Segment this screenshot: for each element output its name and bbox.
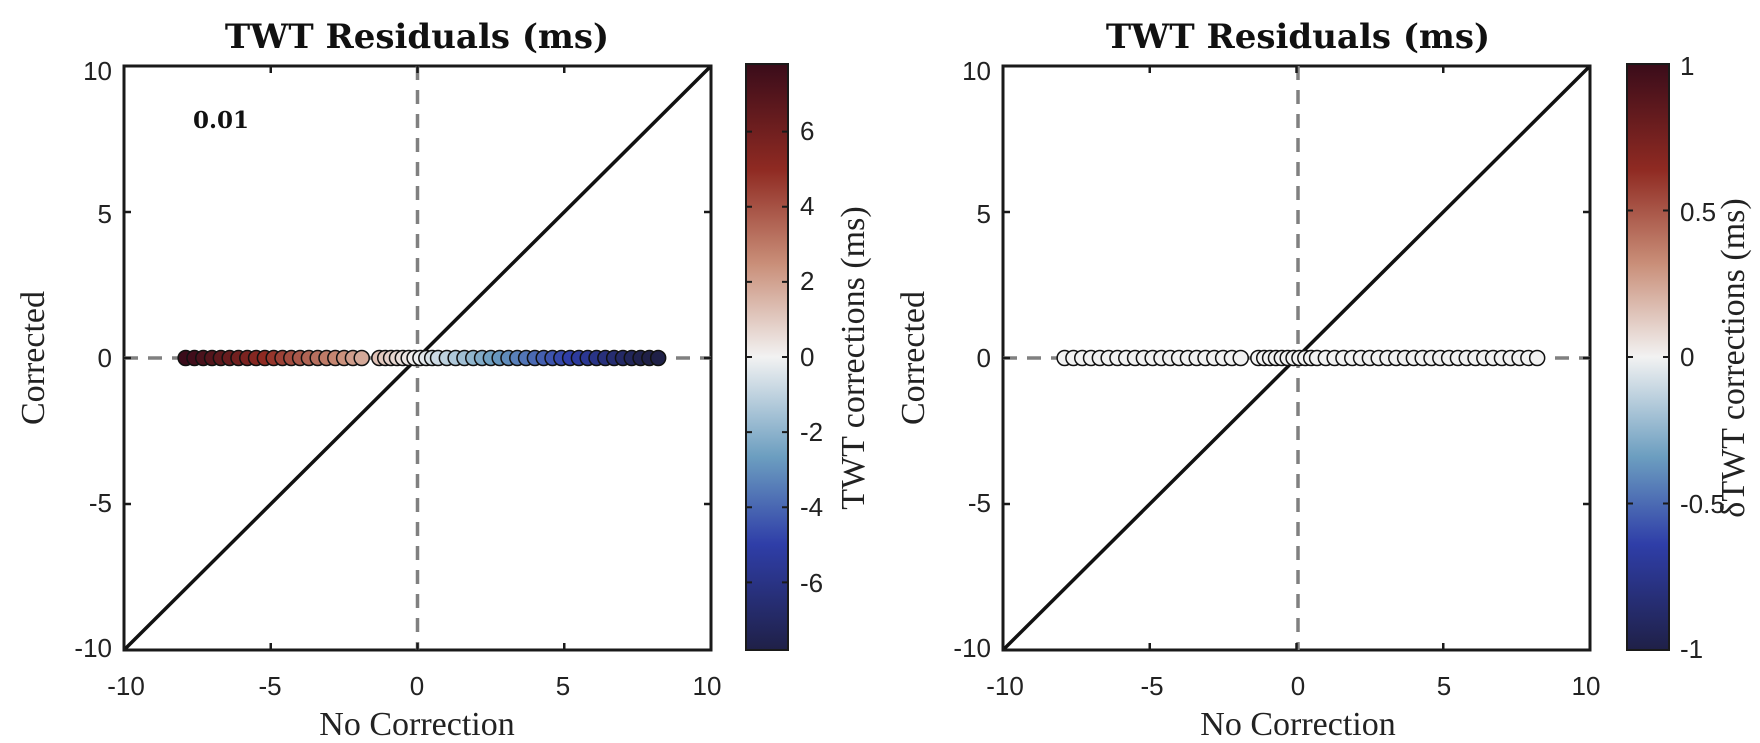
y-ticks: 10 5 0 -5 -10 <box>953 56 991 663</box>
y-ticks: 10 5 0 -5 -10 <box>74 56 112 663</box>
colorbar-tick-label: 0 <box>800 342 814 372</box>
x-ticks: -10 -5 0 5 10 <box>107 671 721 701</box>
y-axis-label: Corrected <box>895 291 932 425</box>
colorbar-tick-label: -6 <box>800 568 823 598</box>
x-tick-label: -10 <box>107 671 145 701</box>
colorbar: 6 4 2 0 -2 -4 -6 TWT corrections (ms) <box>745 63 872 651</box>
y-tick-label: -5 <box>968 488 991 518</box>
colorbar-ticks <box>1627 63 1669 651</box>
chart-title: TWT Residuals (ms) <box>1106 17 1490 57</box>
x-tick-label: 0 <box>1291 671 1305 701</box>
x-tick-label: 0 <box>410 671 424 701</box>
scatter-point <box>1528 349 1546 367</box>
x-tick-label: 10 <box>693 671 722 701</box>
y-tick-label: 0 <box>98 343 112 373</box>
colorbar-ticks <box>746 130 788 584</box>
colorbar-tick-label: 0.5 <box>1680 197 1716 227</box>
colorbar-gradient <box>745 63 789 651</box>
colorbar-tick-label: -0.5 <box>1680 489 1725 519</box>
scatter-points <box>1001 64 1592 652</box>
annotation-text: 0.01 <box>193 107 249 134</box>
colorbar-tick-label: 4 <box>800 191 814 221</box>
x-tick-label: -5 <box>258 671 281 701</box>
y-tick-label: 5 <box>977 199 991 229</box>
colorbar-tick-label: 0 <box>1680 342 1694 372</box>
colorbar-tick-label: 1 <box>1680 51 1694 81</box>
x-axis-label: No Correction <box>1200 706 1395 743</box>
x-tick-label: 5 <box>556 671 570 701</box>
chart-title: TWT Residuals (ms) <box>225 17 609 57</box>
x-tick-label: -5 <box>1140 671 1163 701</box>
y-axis-label: Corrected <box>15 291 52 425</box>
colorbar-label: δTWT corrections (ms) <box>1715 198 1752 517</box>
panel-right: TWT Residuals (ms) -10 -5 0 5 10 10 5 0 … <box>895 17 1752 743</box>
colorbar-tick-label: -4 <box>800 492 823 522</box>
y-tick-label: 5 <box>98 199 112 229</box>
colorbar-label: TWT corrections (ms) <box>835 206 872 509</box>
colorbar-tick-label: 2 <box>800 266 814 296</box>
scatter-point <box>1232 349 1249 367</box>
colorbar: 1 0.5 0 -0.5 -1 δTWT corrections (ms) <box>1626 51 1752 664</box>
y-tick-label: 0 <box>977 343 991 373</box>
colorbar-tick-label: -2 <box>800 417 823 447</box>
x-ticks: -10 -5 0 5 10 <box>986 671 1600 701</box>
scatter-point <box>353 349 370 367</box>
x-tick-label: 5 <box>1437 671 1451 701</box>
x-axis-label: No Correction <box>319 706 514 743</box>
y-tick-label: -5 <box>89 488 112 518</box>
y-tick-label: -10 <box>74 633 112 663</box>
y-tick-label: 10 <box>83 56 112 86</box>
panel-left: TWT Residuals (ms) 0.01 -10 -5 0 5 10 10… <box>15 17 872 743</box>
colorbar-tick-label: -1 <box>1680 634 1703 664</box>
colorbar-gradient <box>1626 63 1670 651</box>
y-tick-label: -10 <box>953 633 991 663</box>
scatter-points <box>122 64 713 652</box>
y-tick-label: 10 <box>962 56 991 86</box>
x-tick-label: 10 <box>1572 671 1601 701</box>
scatter-point <box>649 349 667 367</box>
colorbar-tick-label: 6 <box>800 116 814 146</box>
x-tick-label: -10 <box>986 671 1024 701</box>
